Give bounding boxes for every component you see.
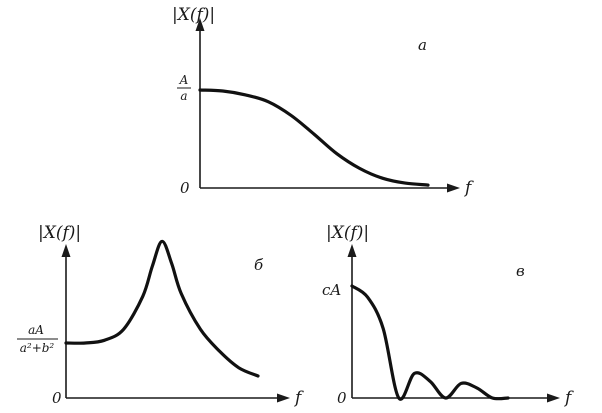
panel-b-xlabel: f (293, 388, 304, 408)
panel-a-y-arrow (195, 18, 205, 31)
panel-b-y-arrow (61, 244, 71, 257)
panel-b-x-arrow (277, 393, 290, 403)
panel-b-origin-label: 0 (52, 389, 62, 407)
panel-c-ylabel: |X(f)| (326, 223, 369, 243)
panel-b-ytick-fraction: aA a²+b² (17, 323, 58, 355)
panel-b-curve (64, 239, 260, 378)
panel-a-ytick-fraction: A a (177, 73, 191, 103)
panel-c-x-arrow (547, 393, 560, 403)
panel-b: |X(f)| f 0 б aA a²+b² (17, 223, 304, 408)
panel-c-origin-label: 0 (337, 389, 347, 407)
panel-a-curve (198, 88, 430, 187)
panel-a-origin-label: 0 (180, 179, 190, 197)
panel-a-x-arrow (447, 183, 460, 193)
panel-b-ytick-numerator: aA (28, 323, 44, 337)
panel-c-label: в (516, 262, 525, 280)
panel-a-xlabel: f (463, 178, 474, 198)
panel-b-label: б (254, 256, 264, 274)
panel-c-curve (350, 284, 510, 401)
panel-b-ylabel: |X(f)| (38, 223, 81, 243)
panel-a-label: a (418, 36, 427, 54)
panel-a-ytick-numerator: A (179, 73, 189, 87)
panel-c: |X(f)| f 0 в cA (322, 223, 574, 408)
panel-a-ytick-denominator: a (180, 89, 187, 103)
panel-c-xlabel: f (563, 388, 574, 408)
panel-b-ytick-denominator: a²+b² (20, 341, 55, 355)
panel-a: |X(f)| f 0 a A a (172, 5, 474, 198)
panel-c-y-arrow (347, 244, 357, 257)
panel-a-ylabel: |X(f)| (172, 5, 215, 25)
panel-c-ytick-label: cA (322, 281, 341, 299)
